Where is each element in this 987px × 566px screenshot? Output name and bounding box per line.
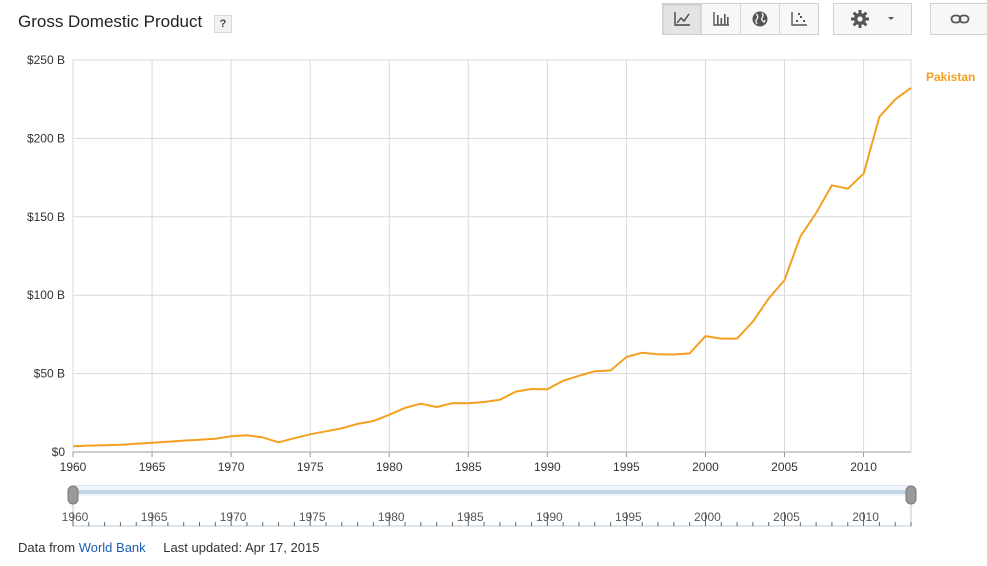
x-tick-label: 2010 — [850, 460, 877, 474]
footer: Data from World Bank Last updated: Apr 1… — [18, 540, 319, 555]
x-tick-label: 1975 — [297, 460, 324, 474]
scatter-icon — [791, 12, 807, 26]
navigator-tick-label: 2005 — [773, 510, 800, 524]
y-tick-label: $0 — [52, 445, 66, 459]
line-chart-icon — [674, 12, 690, 26]
navigator-tick-label: 1960 — [62, 510, 89, 524]
y-tick-label: $250 B — [27, 53, 65, 67]
navigator-tick-label: 1965 — [141, 510, 168, 524]
link-icon — [950, 14, 969, 24]
bar-chart-button[interactable] — [702, 4, 741, 34]
map-button[interactable] — [741, 4, 780, 34]
navigator-tick-label: 1990 — [536, 510, 563, 524]
navigator-tick-label: 1995 — [615, 510, 642, 524]
legend-series-label: Pakistan — [926, 70, 975, 84]
x-tick-label: 1995 — [613, 460, 640, 474]
x-tick-label: 1985 — [455, 460, 482, 474]
x-tick-label: 2000 — [692, 460, 719, 474]
navigator-tick-label: 1980 — [378, 510, 405, 524]
navigator-tick-label: 2010 — [852, 510, 879, 524]
gdp-line-chart: $0 $50 B $100 B $150 B $200 B $250 B 1960 1965 1… — [27, 53, 975, 527]
scatter-button[interactable] — [780, 4, 818, 34]
navigator-tick-label: 1970 — [220, 510, 247, 524]
x-tick-label: 2005 — [771, 460, 798, 474]
help-button[interactable]: ? — [214, 15, 232, 33]
x-tick-label: 1965 — [139, 460, 166, 474]
y-tick-label: $100 B — [27, 288, 65, 302]
range-selection-bar — [73, 490, 911, 494]
range-handle-right[interactable] — [905, 485, 917, 505]
last-updated: Last updated: Apr 17, 2015 — [163, 540, 320, 555]
y-tick-label: $150 B — [27, 210, 65, 224]
world-bank-link[interactable]: World Bank — [78, 540, 146, 555]
line-chart-button[interactable] — [663, 4, 702, 34]
x-tick-label: 1990 — [534, 460, 561, 474]
share-link-button[interactable] — [930, 3, 987, 35]
range-handle-left[interactable] — [67, 485, 79, 505]
y-tick-label: $50 B — [34, 367, 65, 381]
chevron-down-icon — [887, 17, 894, 20]
page-title: Gross Domestic Product — [18, 12, 203, 31]
settings-button[interactable] — [833, 3, 912, 35]
plot-area — [72, 59, 912, 453]
navigator-tick-label: 1985 — [457, 510, 484, 524]
source-prefix: Data from — [18, 540, 76, 555]
gear-icon — [850, 10, 869, 28]
x-tick-label: 1980 — [376, 460, 403, 474]
bar-chart-icon — [713, 12, 729, 26]
x-tick-label: 1960 — [60, 460, 87, 474]
series-line — [72, 86, 912, 448]
globe-icon — [752, 11, 768, 27]
navigator-tick-label: 2000 — [694, 510, 721, 524]
chart-type-toolbar — [662, 3, 819, 35]
navigator-tick-label: 1975 — [299, 510, 326, 524]
x-tick-label: 1970 — [218, 460, 245, 474]
y-tick-label: $200 B — [27, 131, 65, 145]
